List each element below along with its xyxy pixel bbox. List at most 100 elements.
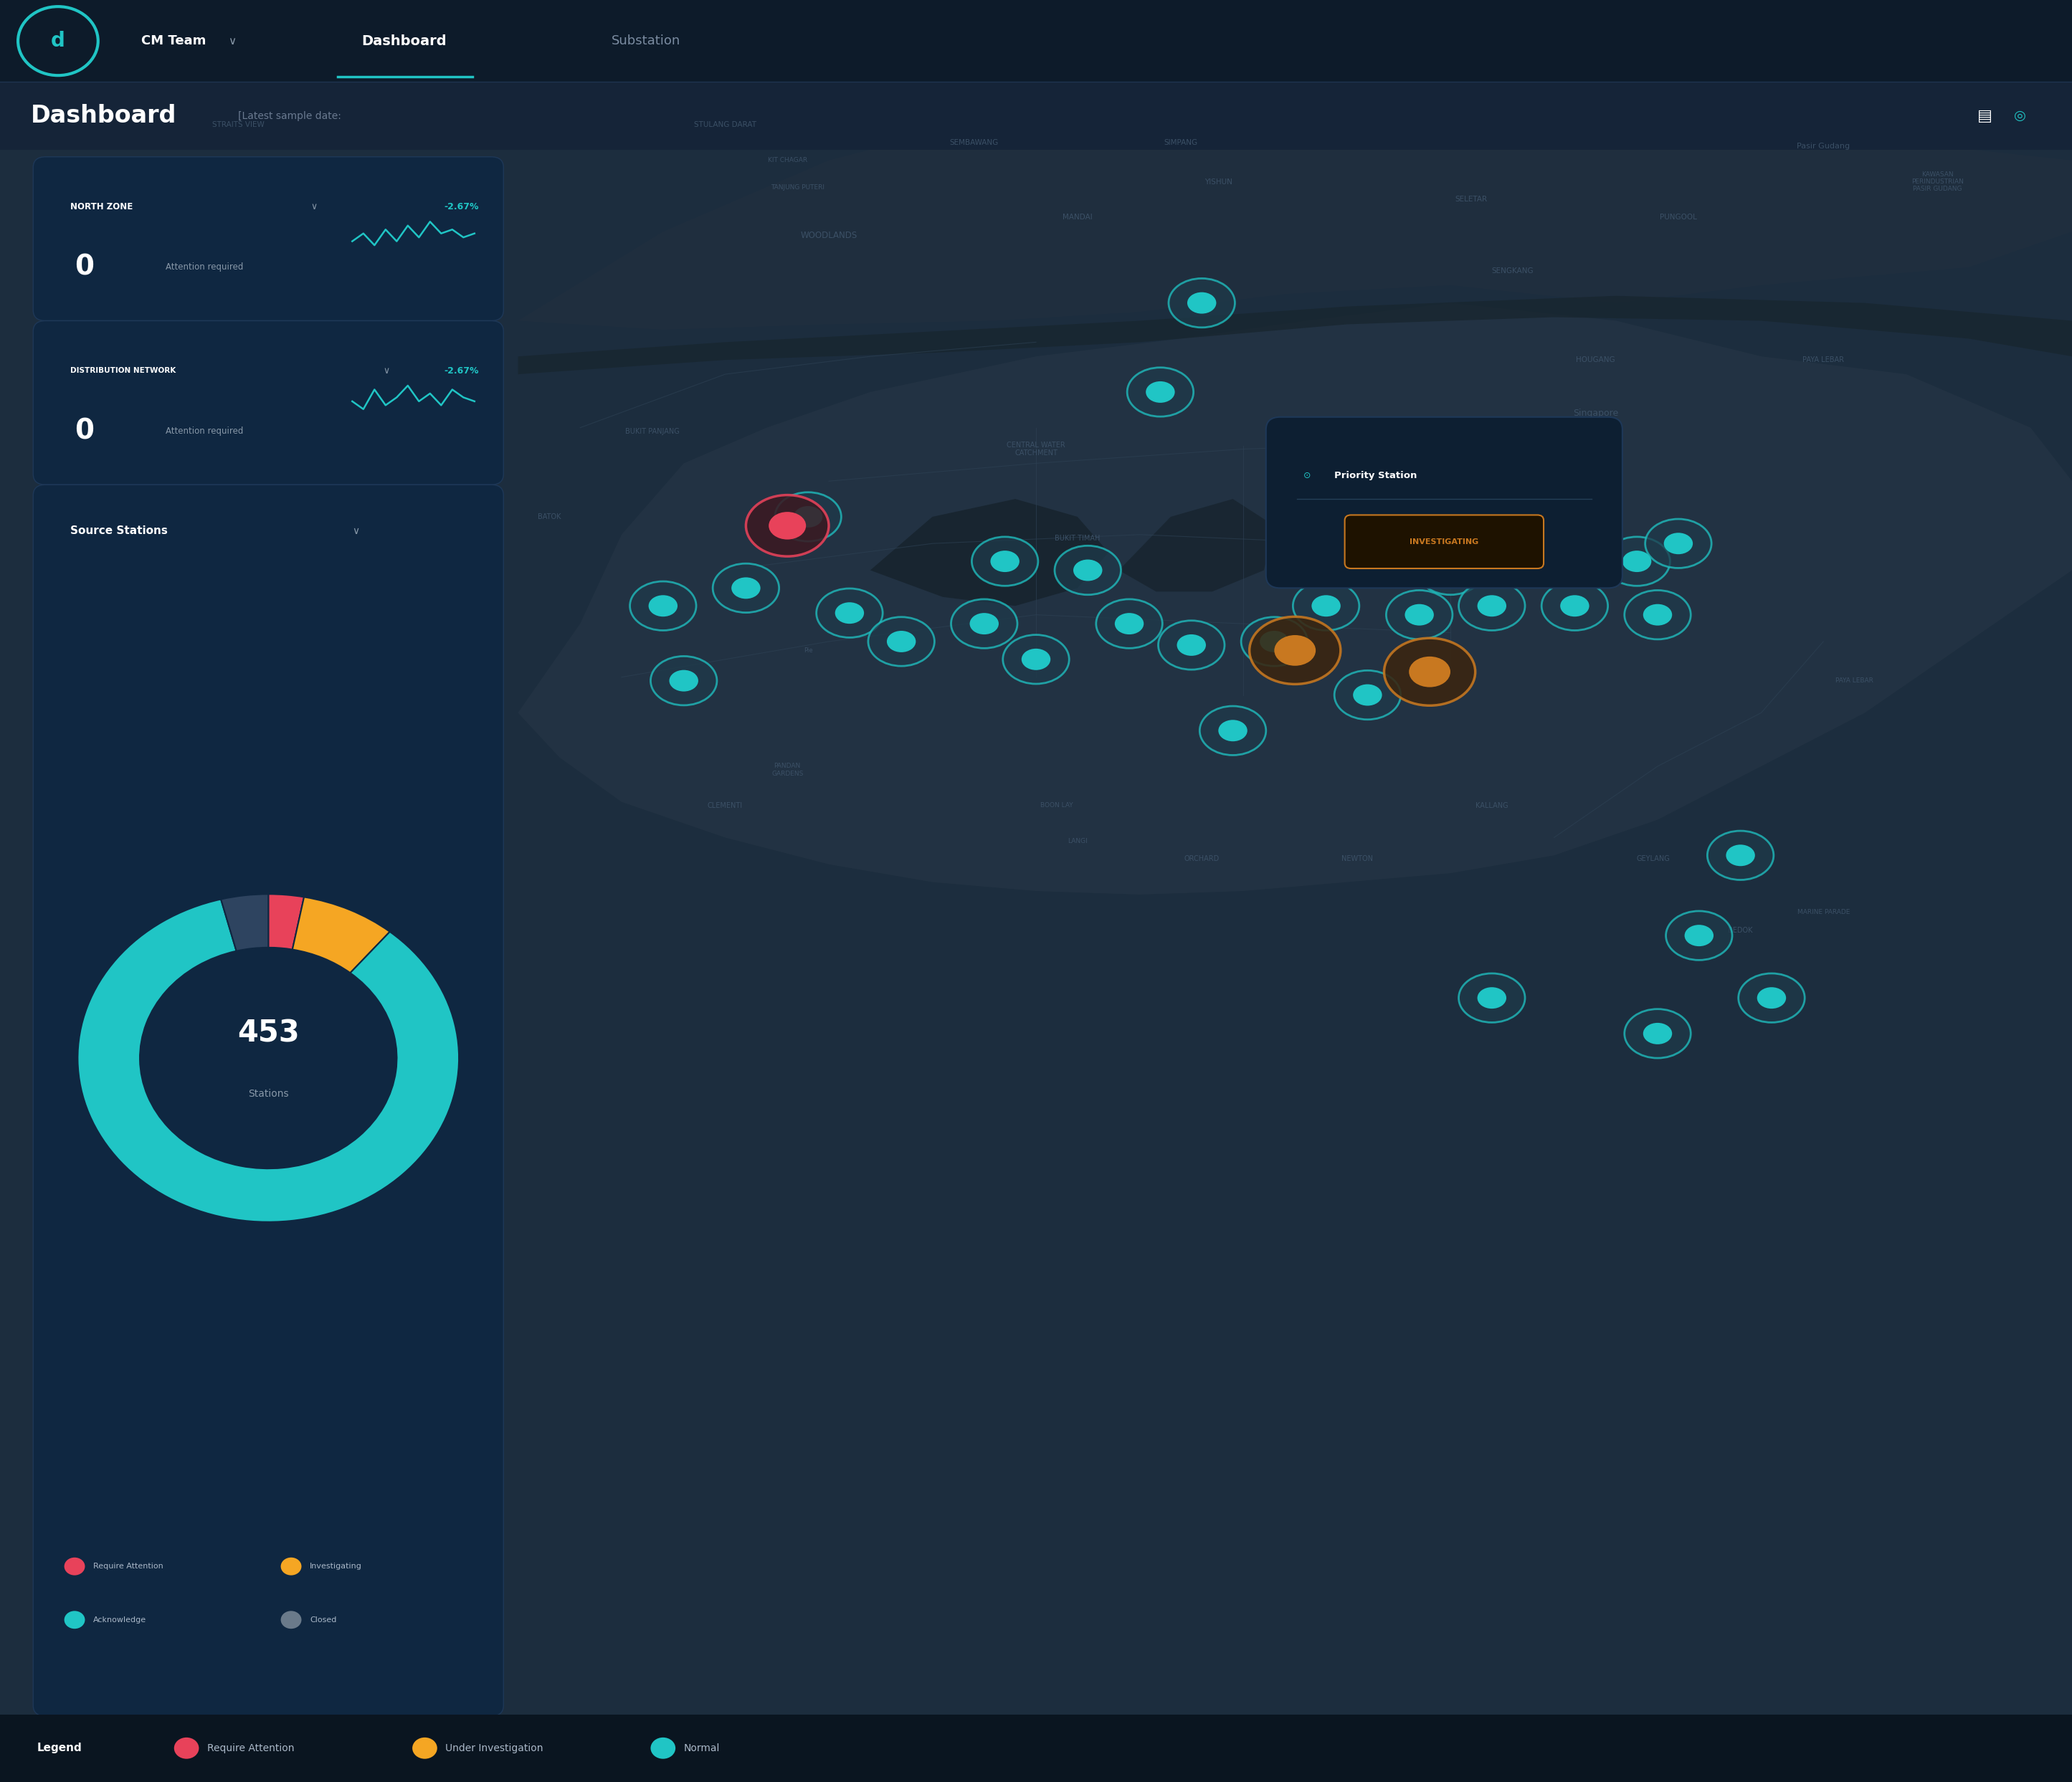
- FancyBboxPatch shape: [1266, 417, 1622, 588]
- Ellipse shape: [816, 588, 883, 638]
- Text: Source Stations: Source Stations: [70, 526, 168, 536]
- Text: SENGKANG: SENGKANG: [1492, 267, 1533, 274]
- Ellipse shape: [1560, 595, 1589, 617]
- Ellipse shape: [1726, 845, 1755, 866]
- Text: BEDOK: BEDOK: [1728, 927, 1753, 934]
- Text: Priority Station: Priority Station: [1334, 470, 1417, 481]
- Text: Stations: Stations: [249, 1089, 288, 1099]
- Ellipse shape: [1334, 670, 1401, 720]
- Text: Investigating: Investigating: [311, 1563, 363, 1570]
- FancyBboxPatch shape: [0, 82, 2072, 150]
- Ellipse shape: [731, 577, 760, 599]
- Text: BUKIT PANJANG: BUKIT PANJANG: [626, 428, 680, 435]
- Ellipse shape: [1417, 545, 1484, 595]
- FancyBboxPatch shape: [0, 0, 2072, 82]
- Ellipse shape: [1218, 720, 1247, 741]
- Text: Pie: Pie: [804, 647, 812, 654]
- Text: INVESTIGATING: INVESTIGATING: [1409, 538, 1479, 545]
- FancyBboxPatch shape: [33, 485, 503, 1716]
- Ellipse shape: [1241, 617, 1307, 666]
- Circle shape: [64, 1557, 85, 1575]
- FancyBboxPatch shape: [33, 157, 503, 321]
- Text: 0: 0: [75, 417, 93, 446]
- Text: d: d: [52, 30, 64, 52]
- Ellipse shape: [868, 617, 934, 666]
- Ellipse shape: [1096, 599, 1162, 649]
- Ellipse shape: [1622, 551, 1651, 572]
- Text: ◎: ◎: [2014, 109, 2026, 123]
- Ellipse shape: [1542, 581, 1608, 631]
- Ellipse shape: [1624, 590, 1691, 640]
- Ellipse shape: [1405, 604, 1434, 625]
- Ellipse shape: [1021, 649, 1051, 670]
- Text: KIT CHAGAR: KIT CHAGAR: [767, 157, 808, 164]
- Text: Require Attention: Require Attention: [207, 1743, 294, 1753]
- Ellipse shape: [769, 511, 806, 540]
- Ellipse shape: [630, 581, 696, 631]
- Ellipse shape: [1519, 542, 1548, 563]
- Circle shape: [651, 1737, 675, 1759]
- Ellipse shape: [1260, 631, 1289, 652]
- Ellipse shape: [1643, 1023, 1672, 1044]
- Polygon shape: [1119, 499, 1274, 592]
- Text: WOODLANDS: WOODLANDS: [800, 230, 858, 241]
- Ellipse shape: [1003, 634, 1069, 684]
- Text: NORTH ZONE: NORTH ZONE: [70, 201, 133, 212]
- Text: CENTRAL WATER
CATCHMENT: CENTRAL WATER CATCHMENT: [1007, 442, 1065, 456]
- Ellipse shape: [887, 631, 916, 652]
- Text: Attention required: Attention required: [166, 426, 244, 437]
- Text: Normal: Normal: [684, 1743, 719, 1753]
- Ellipse shape: [1353, 684, 1382, 706]
- Text: BOON LAY: BOON LAY: [1040, 802, 1073, 809]
- Ellipse shape: [1477, 595, 1506, 617]
- Ellipse shape: [1571, 524, 1600, 545]
- Text: Substation: Substation: [611, 34, 680, 48]
- Ellipse shape: [1436, 560, 1465, 581]
- Text: SEMBAWANG: SEMBAWANG: [949, 139, 999, 146]
- Wedge shape: [269, 895, 305, 950]
- Text: SIMPANG: SIMPANG: [1164, 139, 1198, 146]
- Text: BUKIT TIMAH: BUKIT TIMAH: [1055, 535, 1100, 542]
- Text: HOUGANG: HOUGANG: [1577, 356, 1614, 364]
- Ellipse shape: [990, 551, 1019, 572]
- Text: YISHUN: YISHUN: [1204, 178, 1233, 185]
- Ellipse shape: [970, 613, 999, 634]
- Text: CLEMENTI: CLEMENTI: [709, 802, 742, 809]
- Text: ∨: ∨: [383, 365, 390, 376]
- Ellipse shape: [1757, 987, 1786, 1009]
- Ellipse shape: [1386, 590, 1452, 640]
- Text: ∨: ∨: [228, 36, 236, 46]
- Text: 0: 0: [75, 253, 93, 282]
- Ellipse shape: [775, 492, 841, 542]
- Ellipse shape: [1115, 613, 1144, 634]
- Text: DISTRIBUTION NETWORK: DISTRIBUTION NETWORK: [70, 367, 176, 374]
- Circle shape: [64, 1611, 85, 1629]
- Text: Acknowledge: Acknowledge: [93, 1616, 147, 1623]
- Text: NEWTON: NEWTON: [1341, 855, 1374, 862]
- Text: PAYA LEBAR: PAYA LEBAR: [1836, 677, 1873, 684]
- Ellipse shape: [1685, 925, 1714, 946]
- Polygon shape: [518, 303, 2072, 895]
- Ellipse shape: [794, 506, 823, 527]
- Ellipse shape: [651, 656, 717, 706]
- Text: ∨: ∨: [352, 526, 361, 536]
- Text: JURONG WEST: JURONG WEST: [338, 642, 387, 649]
- Polygon shape: [870, 499, 1109, 606]
- Text: [Latest sample date:: [Latest sample date:: [238, 110, 342, 121]
- Text: Dashboard: Dashboard: [361, 34, 448, 48]
- Wedge shape: [222, 895, 269, 952]
- Ellipse shape: [835, 602, 864, 624]
- Ellipse shape: [1249, 617, 1341, 684]
- Text: KALLANG: KALLANG: [1475, 802, 1508, 809]
- Text: STULANG DARAT: STULANG DARAT: [694, 121, 756, 128]
- Text: TANJUNG PUTERI: TANJUNG PUTERI: [771, 184, 825, 191]
- Ellipse shape: [1664, 533, 1693, 554]
- Ellipse shape: [1459, 973, 1525, 1023]
- Text: CM Team: CM Team: [141, 34, 205, 48]
- Circle shape: [174, 1737, 199, 1759]
- Text: JURONG EAST: JURONG EAST: [421, 695, 470, 702]
- Ellipse shape: [1409, 656, 1450, 688]
- Wedge shape: [292, 896, 390, 973]
- Ellipse shape: [1477, 987, 1506, 1009]
- Text: Closed: Closed: [311, 1616, 336, 1623]
